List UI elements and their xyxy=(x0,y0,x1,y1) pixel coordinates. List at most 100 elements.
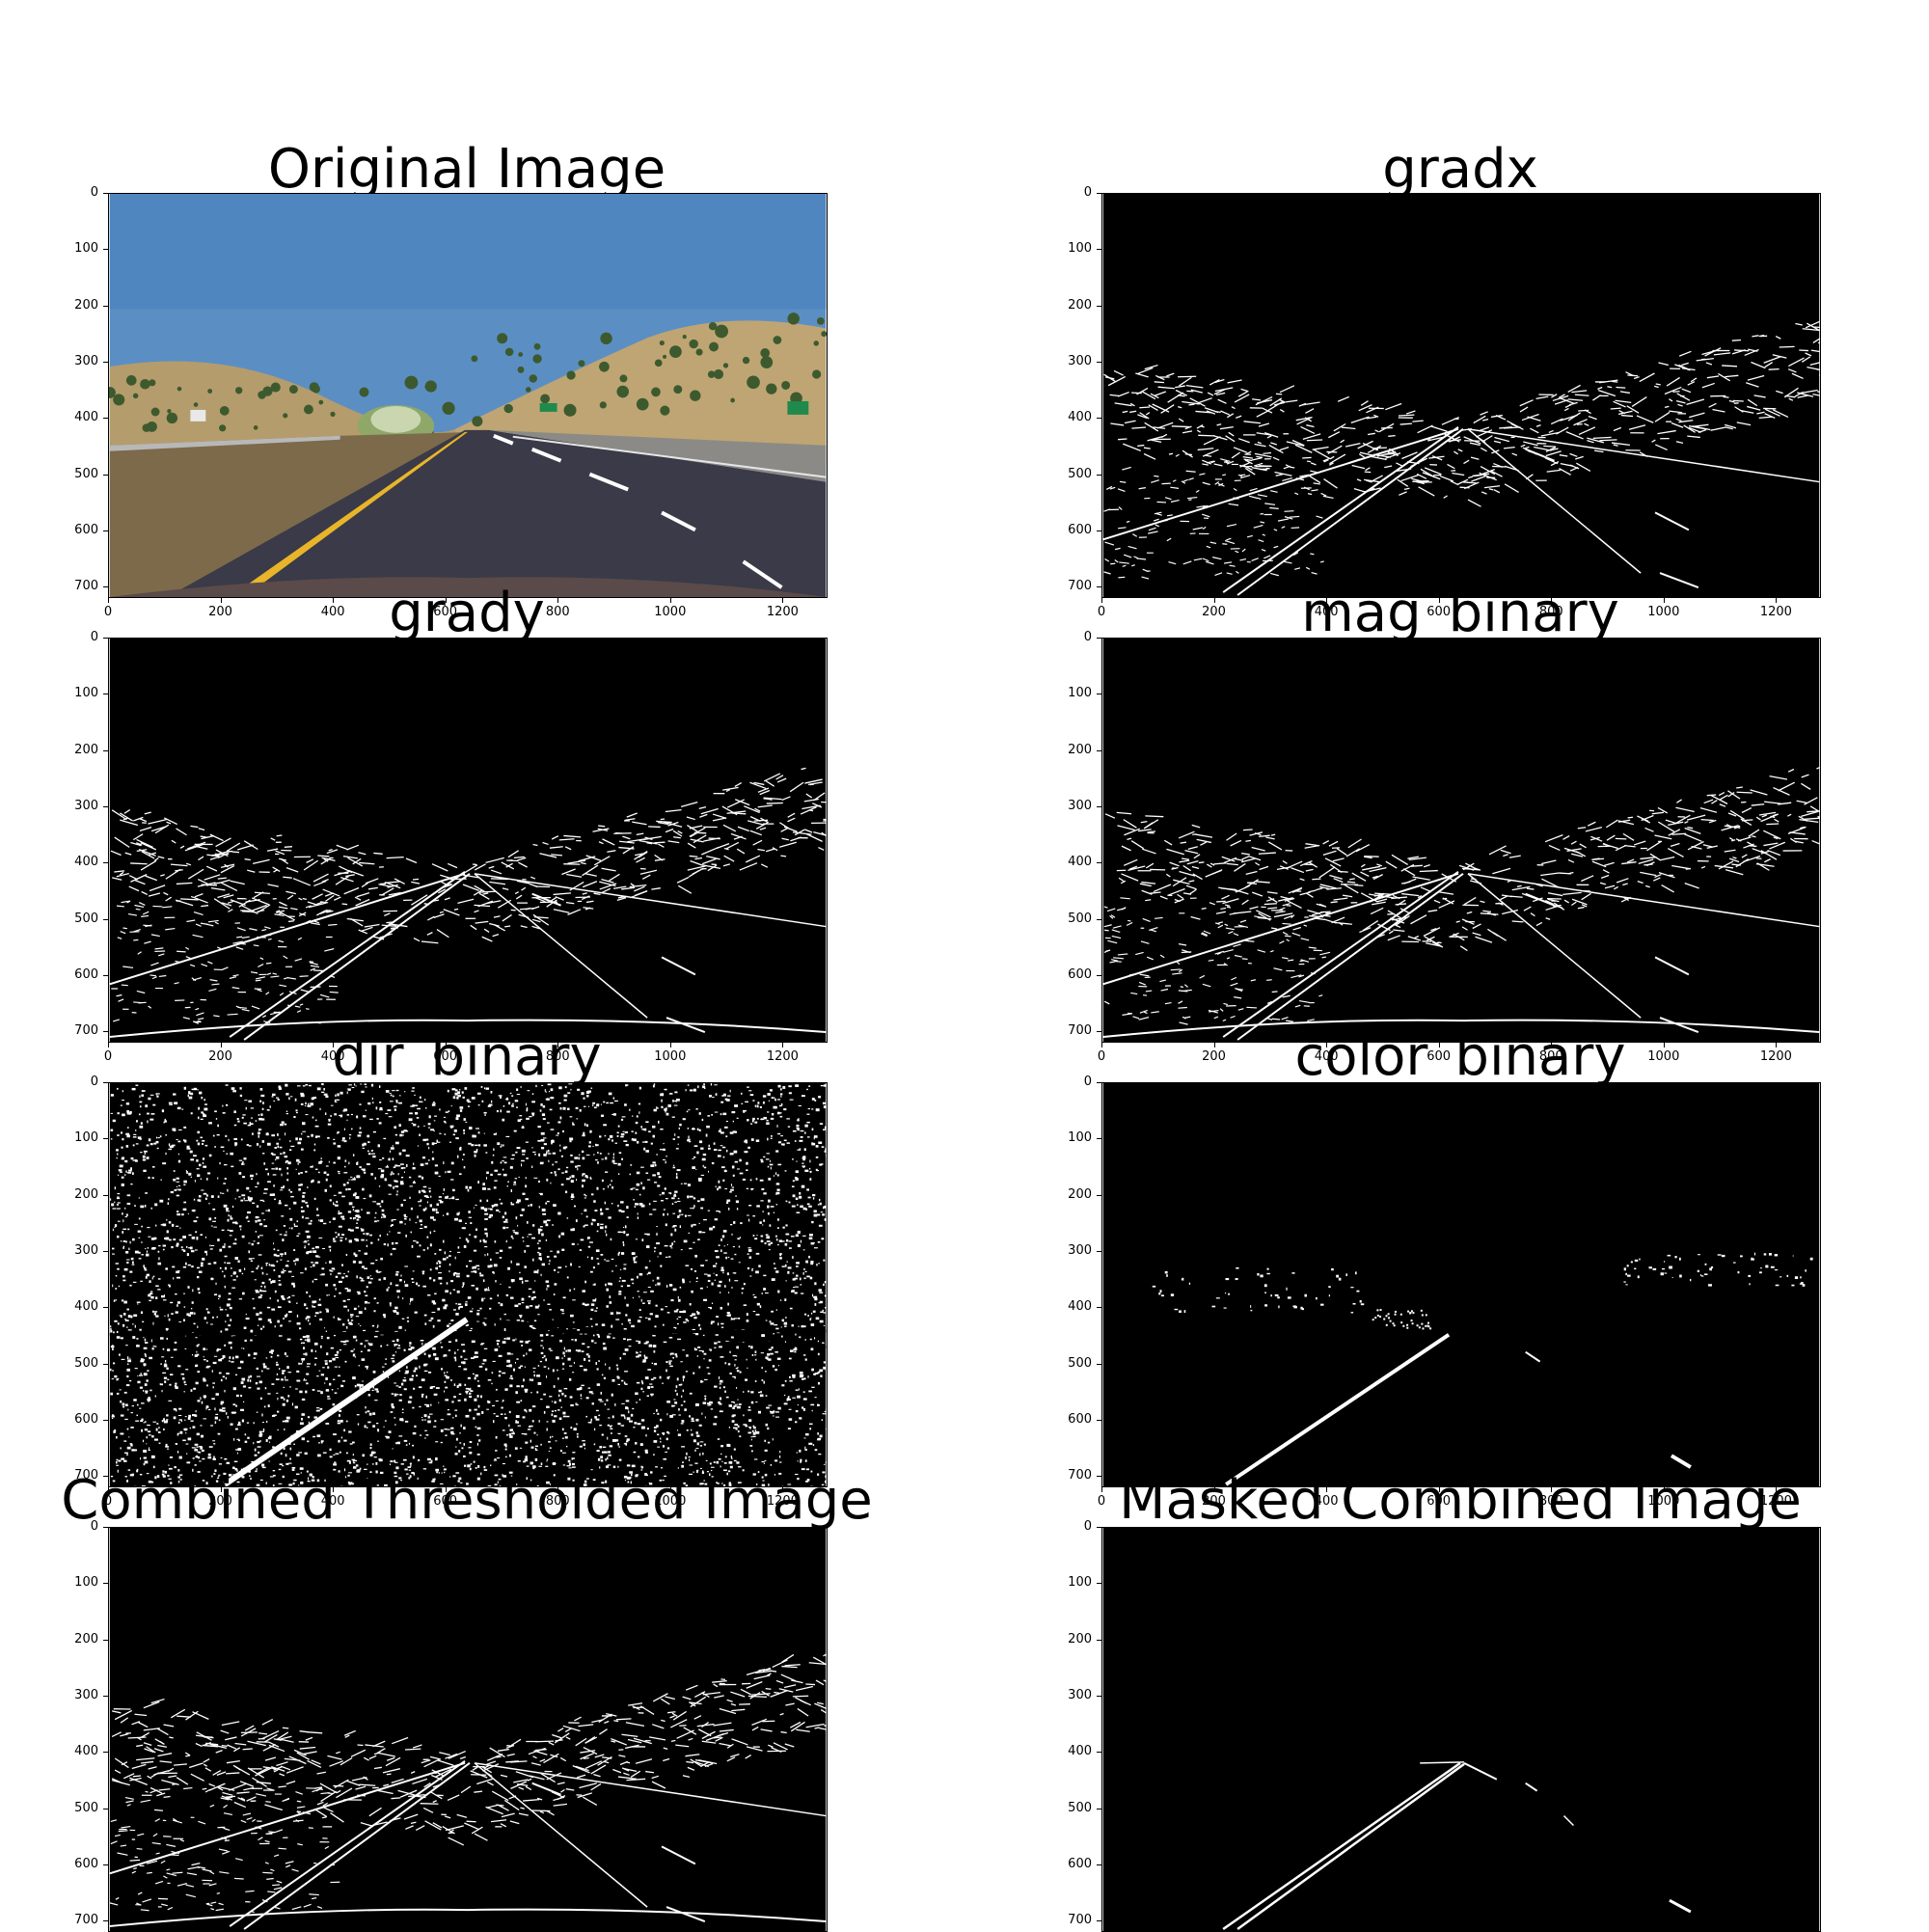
y-tick-label: 600 xyxy=(60,524,98,536)
y-tick-mark xyxy=(103,475,108,476)
y-tick-mark xyxy=(1097,1138,1101,1139)
y-tick-label: 300 xyxy=(60,355,98,367)
y-tick-mark xyxy=(103,919,108,920)
panel-image-masked xyxy=(1101,1527,1821,1932)
y-tick-label: 0 xyxy=(60,1075,98,1088)
panel-title-grady: grady xyxy=(0,586,949,640)
panel-title-gradx: gradx xyxy=(978,143,1929,197)
y-tick-label: 400 xyxy=(1053,1745,1092,1757)
y-tick-label: 100 xyxy=(60,687,98,699)
panel-title-combined: Combined Thresholded Image xyxy=(0,1474,949,1528)
y-tick-label: 100 xyxy=(1053,1131,1092,1144)
y-tick-mark xyxy=(103,750,108,751)
panel-image-original xyxy=(108,193,828,598)
y-tick-label: 200 xyxy=(1053,1633,1092,1646)
y-tick-mark xyxy=(1097,638,1101,639)
y-tick-label: 600 xyxy=(60,968,98,981)
panel-title-masked: Masked Combined Image xyxy=(978,1474,1929,1528)
y-tick-mark xyxy=(103,806,108,807)
y-tick-label: 200 xyxy=(60,299,98,312)
y-tick-label: 400 xyxy=(1053,856,1092,868)
y-tick-mark xyxy=(103,1082,108,1083)
y-tick-mark xyxy=(1097,1920,1101,1921)
y-tick-label: 400 xyxy=(60,1300,98,1313)
y-tick-mark xyxy=(103,1864,108,1865)
panel-image-mag xyxy=(1101,638,1821,1043)
y-tick-label: 500 xyxy=(60,1357,98,1370)
y-tick-label: 100 xyxy=(1053,687,1092,699)
y-tick-mark xyxy=(1097,1195,1101,1196)
y-tick-label: 400 xyxy=(1053,411,1092,423)
y-tick-label: 600 xyxy=(1053,968,1092,981)
y-tick-mark xyxy=(1097,362,1101,363)
y-tick-mark xyxy=(103,862,108,863)
y-tick-mark xyxy=(1097,1640,1101,1641)
y-tick-label: 0 xyxy=(1053,186,1092,199)
y-tick-mark xyxy=(1097,1527,1101,1528)
y-tick-mark xyxy=(103,1307,108,1308)
y-tick-mark xyxy=(1097,919,1101,920)
y-tick-label: 300 xyxy=(60,800,98,812)
y-tick-label: 400 xyxy=(60,856,98,868)
y-tick-label: 0 xyxy=(1053,1075,1092,1088)
y-tick-mark xyxy=(1097,750,1101,751)
y-tick-mark xyxy=(1097,806,1101,807)
y-tick-label: 400 xyxy=(60,411,98,423)
y-tick-label: 300 xyxy=(60,1244,98,1257)
y-tick-mark xyxy=(1097,249,1101,250)
y-tick-label: 100 xyxy=(1053,242,1092,255)
y-tick-label: 600 xyxy=(1053,1413,1092,1426)
y-tick-mark xyxy=(103,249,108,250)
y-tick-label: 300 xyxy=(1053,1244,1092,1257)
y-tick-label: 100 xyxy=(60,242,98,255)
y-tick-mark xyxy=(1097,1809,1101,1810)
y-tick-label: 100 xyxy=(60,1576,98,1589)
y-tick-mark xyxy=(103,638,108,639)
y-tick-label: 500 xyxy=(1053,468,1092,480)
panel-title-original: Original Image xyxy=(0,143,949,197)
y-tick-mark xyxy=(103,1364,108,1365)
y-tick-label: 500 xyxy=(60,912,98,925)
y-tick-mark xyxy=(1097,193,1101,194)
panel-image-color xyxy=(1101,1082,1821,1487)
y-tick-mark xyxy=(103,1251,108,1252)
panel-image-dir xyxy=(108,1082,828,1487)
y-tick-mark xyxy=(103,193,108,194)
y-tick-label: 0 xyxy=(60,186,98,199)
y-tick-label: 200 xyxy=(60,1633,98,1646)
panel-title-color: color_binary xyxy=(978,1030,1929,1084)
y-tick-label: 100 xyxy=(1053,1576,1092,1589)
panel-image-grady xyxy=(108,638,828,1043)
y-tick-mark xyxy=(1097,418,1101,419)
y-tick-label: 300 xyxy=(60,1689,98,1701)
y-tick-mark xyxy=(1097,1082,1101,1083)
y-tick-label: 500 xyxy=(1053,1357,1092,1370)
y-tick-label: 0 xyxy=(1053,631,1092,643)
y-tick-mark xyxy=(103,1920,108,1921)
y-tick-mark xyxy=(1097,1583,1101,1584)
y-tick-label: 200 xyxy=(1053,1188,1092,1201)
y-tick-label: 400 xyxy=(60,1745,98,1757)
y-tick-label: 500 xyxy=(1053,912,1092,925)
y-tick-mark xyxy=(1097,475,1101,476)
y-tick-label: 100 xyxy=(60,1131,98,1144)
y-tick-label: 200 xyxy=(1053,299,1092,312)
y-tick-mark xyxy=(103,1696,108,1697)
y-tick-mark xyxy=(1097,1420,1101,1421)
y-tick-label: 200 xyxy=(60,1188,98,1201)
y-tick-label: 0 xyxy=(1053,1520,1092,1533)
y-tick-mark xyxy=(1097,1364,1101,1365)
y-tick-mark xyxy=(1097,1752,1101,1753)
y-tick-mark xyxy=(1097,1307,1101,1308)
y-tick-label: 500 xyxy=(60,1802,98,1814)
panel-image-gradx xyxy=(1101,193,1821,598)
y-tick-label: 500 xyxy=(60,468,98,480)
y-tick-mark xyxy=(103,1527,108,1528)
panel-title-mag: mag_binary xyxy=(978,586,1929,640)
y-tick-label: 300 xyxy=(1053,1689,1092,1701)
panel-title-dir: dir_binary xyxy=(0,1030,949,1084)
y-tick-label: 600 xyxy=(60,1858,98,1870)
y-tick-mark xyxy=(103,1583,108,1584)
y-tick-mark xyxy=(103,1640,108,1641)
y-tick-mark xyxy=(103,1195,108,1196)
